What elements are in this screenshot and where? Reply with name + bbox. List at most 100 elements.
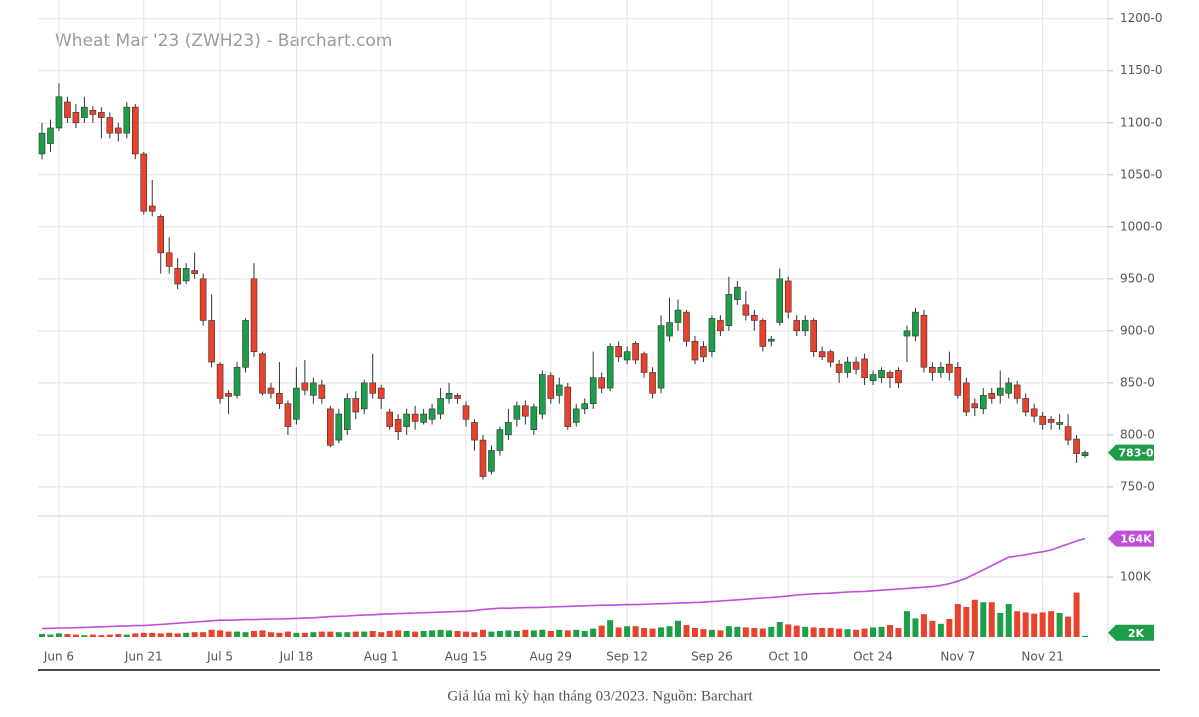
volume-bar: [1073, 592, 1080, 637]
candle-body: [539, 374, 546, 415]
volume-bar: [259, 630, 266, 637]
candle-body: [818, 351, 826, 358]
candle-body: [759, 320, 767, 347]
volume-bar: [1065, 616, 1072, 637]
candle-body: [793, 320, 801, 332]
volume-bar: [819, 628, 826, 637]
volume-bar: [734, 626, 741, 637]
last-volume-label: 2K: [1128, 627, 1145, 640]
y-tick-label: 900-0: [1120, 323, 1155, 337]
candle-body: [547, 375, 555, 399]
candle-body: [564, 386, 572, 427]
candle-body: [844, 361, 851, 373]
candle-body: [996, 387, 1004, 396]
candle-body: [827, 351, 834, 363]
candle-body: [284, 403, 292, 427]
candle-body: [674, 309, 682, 323]
y2-tick-label: 100K: [1120, 570, 1152, 584]
volume-bar: [708, 629, 715, 637]
candle-body: [869, 374, 877, 382]
candle-body: [386, 411, 393, 427]
candle-body: [598, 377, 605, 389]
candle-body: [895, 370, 902, 384]
volume-bar: [378, 632, 385, 637]
candle-body: [403, 413, 410, 427]
candle-body: [377, 387, 385, 399]
volume-bar: [479, 629, 486, 637]
candle-body: [462, 405, 470, 420]
candle-body: [1030, 408, 1038, 417]
volume-bar: [793, 625, 800, 637]
volume-bar: [471, 632, 478, 637]
candle-body: [937, 366, 945, 373]
volume-bar: [980, 602, 987, 637]
volume-bar: [191, 632, 198, 637]
candle-body: [411, 413, 419, 422]
candle-body: [581, 403, 589, 410]
volume-bar: [717, 630, 724, 637]
last-volume-badge: [1108, 624, 1154, 641]
volume-bar: [920, 614, 927, 637]
volume-bar: [971, 599, 978, 637]
y-tick-label: 750-0: [1120, 479, 1155, 493]
volume-bar: [395, 630, 402, 637]
volume-bar: [1031, 613, 1038, 637]
volume-bar: [785, 624, 792, 637]
x-tick-label: Aug 15: [445, 650, 488, 664]
candle-body: [513, 405, 521, 420]
candle-body: [352, 398, 360, 413]
volume-bar: [89, 634, 96, 637]
volume-bar: [132, 633, 139, 637]
candle-body: [165, 252, 173, 267]
candle-body: [963, 382, 970, 413]
volume-bar: [751, 628, 758, 637]
volume-bar: [937, 623, 944, 637]
candle-body: [954, 366, 962, 396]
volume-bar: [251, 631, 257, 637]
candle-body: [72, 112, 80, 124]
candle-body: [454, 395, 461, 399]
volume-bar: [1005, 604, 1012, 637]
volume-bar: [505, 630, 512, 637]
candle-body: [115, 127, 122, 134]
volume-bar: [242, 632, 249, 637]
volume-bar: [386, 631, 393, 637]
candle-body: [276, 392, 283, 404]
candle-body: [360, 382, 368, 410]
volume-bar: [963, 607, 970, 637]
volume-bar: [649, 628, 656, 637]
y-tick-label: 1100-0: [1120, 115, 1163, 129]
volume-bar: [954, 604, 961, 637]
x-tick-label: Nov 7: [940, 650, 975, 664]
candle-body: [259, 353, 266, 394]
volume-bar: [598, 625, 605, 637]
candle-body: [343, 398, 351, 430]
candle-body: [852, 361, 860, 370]
volume-bar: [174, 633, 181, 637]
candle-body: [318, 384, 326, 399]
y-tick-label: 1050-0: [1120, 167, 1163, 181]
volume-bar: [530, 630, 537, 637]
candle-body: [683, 311, 690, 342]
volume-bar: [878, 626, 885, 637]
open-interest-badge: [1108, 530, 1154, 547]
volume-bar: [149, 632, 156, 637]
volume-bar: [183, 632, 190, 637]
candle-body: [1047, 418, 1055, 423]
candle-body: [335, 413, 343, 441]
candle-body: [445, 392, 453, 399]
y-tick-label: 1200-0: [1120, 11, 1163, 25]
candle-body: [471, 422, 478, 441]
volume-bar: [666, 626, 673, 637]
volume-bar: [276, 632, 283, 637]
volume-bar: [895, 628, 902, 637]
volume-bar: [870, 627, 877, 637]
candle-body: [369, 382, 377, 394]
volume-bar: [1014, 611, 1021, 637]
volume-bar: [81, 635, 88, 637]
volume-bar: [513, 631, 520, 637]
volume-bar: [140, 632, 147, 637]
candle-body: [717, 320, 724, 332]
volume-bar: [47, 634, 54, 637]
